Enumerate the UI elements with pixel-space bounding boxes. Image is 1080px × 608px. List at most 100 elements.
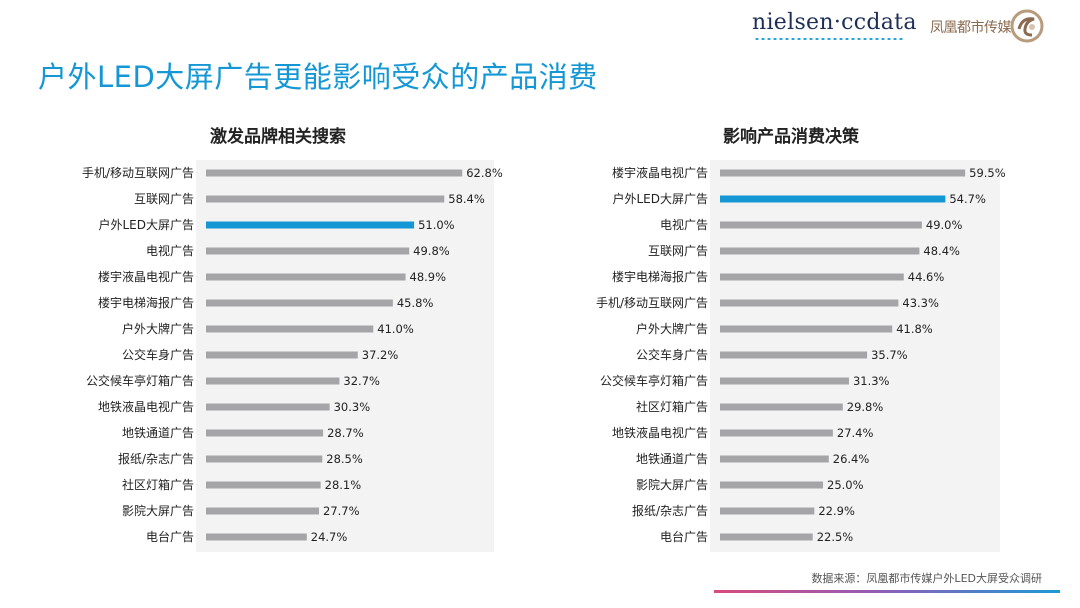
- category-label: 户外LED大屏广告: [612, 191, 708, 206]
- value-label: 32.7%: [343, 374, 380, 388]
- bar: [206, 377, 340, 385]
- category-label: 楼宇电梯海报广告: [612, 269, 708, 284]
- search-trigger-bar-chart: 手机/移动互联网广告 62.8% 互联网广告 58.4% 户外LED大屏广告 51.0% 电…: [82, 160, 503, 552]
- nielsen-ccdata-logo: nielsen·ccdata: [752, 10, 917, 35]
- bar: [206, 455, 323, 463]
- bar: [206, 195, 445, 203]
- value-label: 28.7%: [327, 426, 364, 440]
- value-label: 27.7%: [323, 504, 360, 518]
- bar: [206, 299, 393, 307]
- footer-gradient-line: [714, 590, 1060, 593]
- bar: [720, 507, 815, 515]
- right-chart-title: 影响产品消费决策: [723, 127, 859, 147]
- bar: [720, 481, 823, 489]
- value-label: 48.4%: [923, 244, 960, 258]
- value-label: 28.5%: [326, 452, 363, 466]
- value-label: 48.9%: [410, 270, 447, 284]
- category-label: 楼宇电梯海报广告: [98, 295, 194, 310]
- logo-dotted-underline: [754, 38, 904, 40]
- bar: [206, 351, 358, 359]
- value-label: 30.3%: [334, 400, 371, 414]
- bar: [720, 273, 904, 281]
- category-label: 地铁液晶电视广告: [612, 425, 708, 440]
- value-label: 43.3%: [902, 296, 939, 310]
- value-label: 25.0%: [827, 478, 864, 492]
- category-label: 地铁液晶电视广告: [98, 399, 194, 414]
- bar: [720, 403, 843, 411]
- bar: [206, 429, 324, 437]
- value-label: 31.3%: [853, 374, 890, 388]
- value-label: 62.8%: [466, 166, 503, 180]
- value-label: 45.8%: [397, 296, 434, 310]
- category-label: 手机/移动互联网广告: [596, 296, 708, 310]
- category-label: 户外LED大屏广告: [98, 217, 194, 232]
- value-label: 37.2%: [362, 348, 399, 362]
- category-label: 楼宇液晶电视广告: [612, 165, 708, 180]
- value-label: 58.4%: [448, 192, 485, 206]
- value-label: 35.7%: [871, 348, 908, 362]
- value-label: 59.5%: [969, 166, 1006, 180]
- value-label: 54.7%: [949, 192, 986, 206]
- value-label: 49.8%: [413, 244, 450, 258]
- bar: [206, 273, 406, 281]
- category-label: 户外大牌广告: [636, 321, 708, 336]
- value-label: 49.0%: [926, 218, 963, 232]
- category-label: 电台广告: [660, 529, 708, 544]
- bar: [720, 533, 813, 541]
- left-chart-title: 激发品牌相关搜索: [210, 127, 346, 147]
- category-label: 公交车身广告: [122, 347, 194, 362]
- bar-highlight: [720, 195, 946, 203]
- bar: [720, 351, 868, 359]
- category-label: 户外大牌广告: [122, 321, 194, 336]
- phoenix-swirl-icon: [1010, 9, 1044, 43]
- bar-highlight: [206, 221, 415, 229]
- bar: [720, 247, 920, 255]
- category-label: 互联网广告: [134, 192, 194, 206]
- value-label: 51.0%: [418, 218, 455, 232]
- bar: [206, 403, 330, 411]
- category-label: 地铁通道广告: [636, 452, 708, 466]
- value-label: 22.5%: [817, 530, 854, 544]
- value-label: 27.4%: [837, 426, 874, 440]
- bar: [720, 169, 966, 177]
- bar: [720, 429, 833, 437]
- category-label: 公交候车亭灯箱广告: [86, 373, 194, 388]
- bar: [206, 481, 321, 489]
- bar: [720, 221, 922, 229]
- category-label: 影院大屏广告: [122, 504, 194, 518]
- bar: [206, 325, 374, 333]
- category-label: 互联网广告: [648, 244, 708, 258]
- value-label: 44.6%: [908, 270, 945, 284]
- category-label: 楼宇液晶电视广告: [98, 269, 194, 284]
- category-label: 社区灯箱广告: [122, 477, 194, 492]
- value-label: 28.1%: [325, 478, 362, 492]
- bar: [206, 507, 320, 515]
- bar: [206, 533, 307, 541]
- bar: [720, 377, 849, 385]
- value-label: 29.8%: [847, 400, 884, 414]
- category-label: 手机/移动互联网广告: [82, 166, 194, 180]
- purchase-decision-bar-chart: 楼宇液晶电视广告 59.5% 户外LED大屏广告 54.7% 电视广告 49.0% 互联网广…: [596, 160, 1006, 552]
- category-label: 影院大屏广告: [636, 478, 708, 492]
- bar: [720, 325, 893, 333]
- category-label: 社区灯箱广告: [636, 399, 708, 414]
- category-label: 报纸/杂志广告: [632, 503, 708, 518]
- data-source-note: 数据来源：凤凰都市传媒户外LED大屏受众调研: [811, 572, 1042, 585]
- value-label: 41.8%: [896, 322, 933, 336]
- category-label: 报纸/杂志广告: [118, 451, 194, 466]
- category-label: 电视广告: [660, 217, 708, 232]
- phoenix-metro-media-logo: 凤凰都市传媒: [930, 20, 1012, 36]
- value-label: 41.0%: [377, 322, 414, 336]
- value-label: 24.7%: [311, 530, 348, 544]
- category-label: 地铁通道广告: [122, 426, 194, 440]
- bar: [206, 247, 410, 255]
- page-title: 户外LED大屏广告更能影响受众的产品消费: [38, 60, 598, 94]
- value-label: 22.9%: [818, 504, 855, 518]
- category-label: 电台广告: [146, 529, 194, 544]
- value-label: 26.4%: [833, 452, 870, 466]
- bar: [720, 455, 829, 463]
- category-label: 公交车身广告: [636, 347, 708, 362]
- category-label: 电视广告: [146, 243, 194, 258]
- category-label: 公交候车亭灯箱广告: [600, 373, 708, 388]
- bar: [720, 299, 899, 307]
